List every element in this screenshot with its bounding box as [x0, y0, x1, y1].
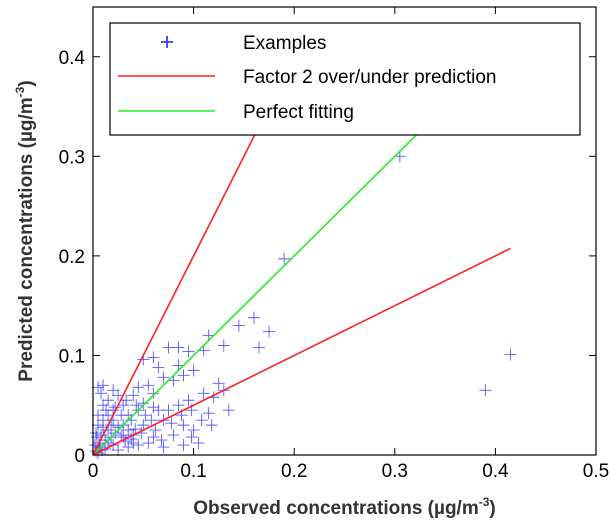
data-point	[222, 404, 235, 417]
data-point	[130, 399, 143, 412]
data-point	[195, 414, 208, 427]
x-axis-title: Observed concentrations (µg/m-3)	[193, 495, 495, 519]
data-point	[185, 431, 198, 444]
data-point	[105, 419, 118, 432]
data-point	[182, 345, 195, 358]
data-point	[112, 389, 125, 402]
data-point	[112, 444, 125, 457]
data-point	[152, 361, 165, 374]
data-point	[95, 387, 108, 400]
legend-label: Factor 2 over/under prediction	[243, 67, 496, 88]
data-point	[278, 252, 291, 265]
factor2-line	[92, 126, 260, 456]
data-point	[177, 419, 190, 432]
data-point	[142, 379, 155, 392]
data-point	[252, 341, 265, 354]
data-point	[122, 424, 135, 437]
data-point	[205, 419, 218, 432]
data-point	[247, 311, 260, 324]
data-point	[212, 377, 225, 390]
y-tick-label: 0.3	[59, 147, 85, 168]
data-point	[137, 419, 150, 432]
data-point	[127, 389, 140, 402]
plot-frame	[92, 6, 597, 456]
y-tick-label: 0.2	[59, 247, 85, 268]
data-point	[187, 424, 200, 437]
data-point	[92, 381, 105, 394]
legend-marker-plus	[161, 36, 173, 48]
data-point	[202, 407, 215, 420]
data-point	[147, 401, 160, 414]
data-point	[162, 404, 175, 417]
y-axis-title: Predicted concentrations (µg/m-3)	[13, 80, 37, 381]
data-point	[157, 371, 170, 384]
x-tick-label: 0.2	[281, 461, 307, 482]
data-point	[112, 421, 125, 434]
x-tick-label: 0.1	[180, 461, 206, 482]
data-point	[132, 381, 145, 394]
ticks-layer: 0 0.1 0.2 0.3 0.4 0.5 0 0.1 0.2 0.3 0.4	[59, 7, 609, 482]
legend-box	[109, 22, 581, 136]
data-point	[97, 379, 110, 392]
data-point	[177, 439, 190, 452]
y-tick-label: 0	[74, 446, 85, 467]
data-point	[132, 439, 145, 452]
data-point	[92, 419, 105, 432]
data-point	[149, 424, 162, 437]
data-point	[107, 384, 120, 397]
data-point	[120, 394, 133, 407]
data-point	[90, 427, 103, 440]
x-tick-label: 0.4	[482, 461, 509, 482]
data-point	[157, 441, 170, 454]
data-point	[122, 441, 135, 454]
data-point	[172, 341, 185, 354]
x-tick-label: 0.5	[583, 461, 609, 482]
data-point	[177, 369, 190, 382]
data-point	[100, 404, 113, 417]
data-point	[147, 351, 160, 364]
data-point	[139, 409, 152, 422]
data-point	[137, 397, 150, 410]
data-point	[125, 433, 138, 446]
data-point	[192, 437, 205, 450]
data-point	[117, 399, 130, 412]
legend-items: Examples Factor 2 over/under prediction Pe…	[118, 33, 496, 123]
data-point	[162, 341, 175, 354]
data-point	[145, 414, 158, 427]
data-point	[147, 431, 160, 444]
marks-layer	[89, 125, 517, 460]
data-point	[97, 399, 110, 412]
data-point	[263, 325, 276, 338]
data-point	[187, 364, 200, 377]
legend-label: Examples	[243, 33, 326, 54]
data-point	[197, 387, 210, 400]
data-point	[217, 339, 230, 352]
data-point	[89, 439, 102, 452]
data-point	[172, 399, 185, 412]
data-point	[102, 394, 115, 407]
x-tick-label: 0.3	[382, 461, 408, 482]
data-point	[182, 394, 195, 407]
x-tick-label: 0	[88, 461, 99, 482]
data-point	[115, 409, 128, 422]
data-point	[232, 319, 245, 332]
legend-label: Perfect fitting	[243, 102, 354, 123]
data-point	[504, 348, 517, 361]
data-point	[167, 429, 180, 442]
y-tick-label: 0.4	[59, 48, 86, 69]
legend: Examples Factor 2 over/under prediction Pe…	[109, 22, 581, 136]
data-point	[165, 417, 178, 430]
data-point	[102, 409, 115, 422]
data-point	[129, 423, 142, 436]
data-point	[479, 384, 492, 397]
data-point	[142, 437, 155, 450]
y-tick-label: 0.1	[59, 346, 85, 367]
factor2-line	[92, 247, 511, 456]
data-point	[155, 434, 168, 447]
data-point	[147, 387, 160, 400]
data-point	[152, 404, 165, 417]
perfect-fit-line	[92, 125, 426, 456]
